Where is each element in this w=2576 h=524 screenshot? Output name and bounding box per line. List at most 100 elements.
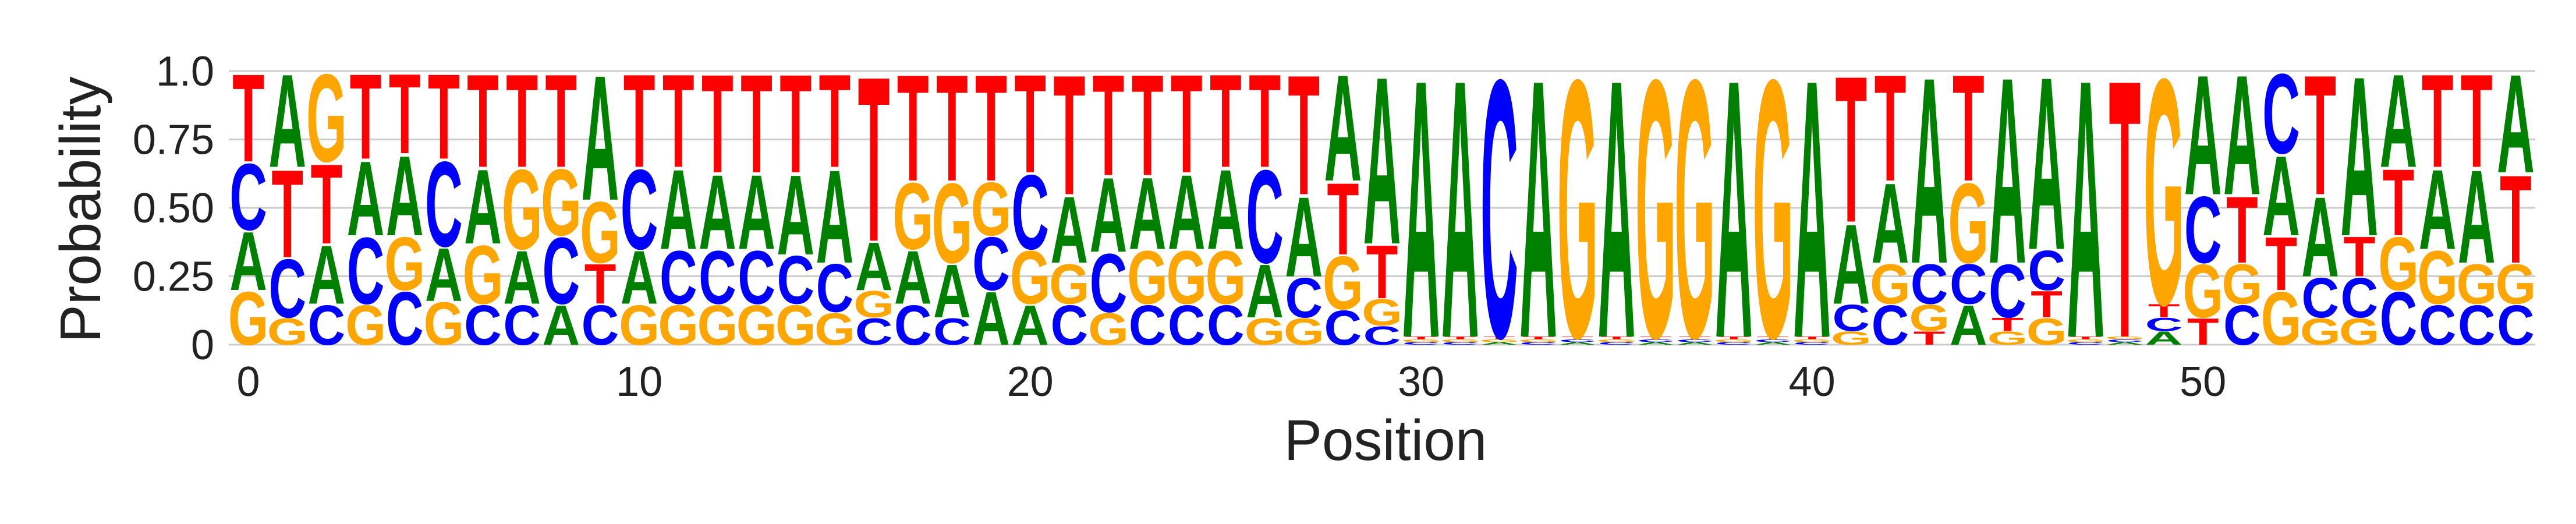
letter-t: T: [2187, 310, 2219, 353]
letter-t: T: [1835, 33, 1867, 267]
letter-t: T: [662, 47, 695, 195]
letter-a: A: [1207, 146, 1245, 274]
letter-g: G: [384, 221, 425, 306]
letter-g: G: [1557, 3, 1598, 415]
letter-g: G: [1753, 3, 1794, 415]
letter-g: G: [1401, 339, 1441, 343]
x-axis-title: Position: [1284, 408, 1487, 472]
letter-t: T: [1875, 44, 1907, 214]
letter-a: A: [2106, 341, 2144, 345]
letter-a: A: [699, 154, 736, 272]
x-tick-label: 0: [237, 359, 260, 405]
letter-t: T: [1444, 336, 1476, 340]
letter-t: T: [701, 45, 734, 203]
letter-g: G: [1518, 339, 1559, 343]
x-tick-label: 10: [616, 359, 662, 405]
letter-a: A: [1246, 249, 1284, 334]
letter-a: A: [660, 146, 697, 274]
letter-c: C: [386, 276, 424, 361]
letter-c: C: [1011, 154, 1049, 272]
letter-g: G: [1362, 291, 1402, 334]
letter-a: A: [1441, 3, 1479, 415]
letter-c: C: [2419, 293, 2457, 357]
x-tick-label: 30: [1398, 359, 1444, 405]
letter-t: T: [2304, 40, 2336, 231]
letter-c: C: [2380, 276, 2418, 361]
letter-c: C: [2497, 293, 2535, 357]
letter-t: T: [779, 45, 812, 203]
y-tick-label: 0.75: [133, 117, 214, 164]
letter-t: T: [1210, 47, 1242, 195]
letter-stacks: GACTGCTACATGGCATCGATGACTCGATCAGTACGTCTGA…: [228, 3, 2536, 415]
letter-t: T: [232, 48, 264, 188]
letter-a: A: [1168, 154, 1206, 272]
letter-c: C: [1246, 142, 1284, 291]
letter-g: G: [2261, 276, 2302, 361]
letter-c: C: [1441, 341, 1479, 345]
letter-g: G: [1909, 296, 1950, 339]
letter-c: C: [2458, 293, 2496, 357]
letter-c: C: [1519, 341, 1557, 345]
letter-g: G: [1440, 339, 1480, 343]
letter-c: C: [1480, 3, 1518, 415]
letter-g: G: [1948, 160, 1989, 288]
letter-a: A: [425, 232, 463, 317]
letter-t: T: [1014, 45, 1046, 203]
letter-g: G: [2417, 235, 2458, 320]
letter-c: C: [1168, 293, 1206, 357]
letter-g: G: [502, 146, 543, 274]
letter-g: G: [306, 48, 347, 188]
letter-t: T: [1327, 161, 1359, 277]
letter-g: G: [2222, 252, 2263, 316]
letter-a: A: [1950, 293, 1987, 357]
letter-a: A: [1285, 174, 1323, 301]
letter-t: T: [1522, 336, 1554, 340]
letter-g: G: [1831, 328, 1872, 349]
letter-c: C: [582, 293, 619, 357]
letter-g: G: [971, 167, 1012, 252]
letter-a: A: [1519, 3, 1557, 415]
letter-c: C: [2106, 339, 2144, 343]
letter-t: T: [1640, 336, 1672, 340]
letter-a: A: [2145, 328, 2183, 349]
letter-a: A: [1637, 341, 1675, 345]
letter-a: A: [1050, 176, 1088, 282]
letter-a: A: [2497, 45, 2535, 203]
letter-t: T: [2031, 283, 2063, 325]
letter-c: C: [2145, 314, 2183, 335]
letter-g: G: [1323, 240, 1363, 325]
letter-g: G: [2496, 252, 2536, 316]
letter-g: G: [2339, 310, 2380, 353]
letter-g: G: [345, 293, 386, 357]
letter-c: C: [1285, 265, 1323, 330]
letter-t: T: [1093, 44, 1125, 206]
letter-t: T: [623, 47, 655, 195]
letter-g: G: [463, 229, 504, 322]
letter-a: A: [1676, 341, 1714, 345]
letter-c: C: [933, 310, 971, 353]
letter-g: G: [2026, 310, 2067, 353]
y-tick-label: 1.0: [156, 48, 214, 95]
letter-c: C: [894, 293, 932, 357]
letter-t: T: [2109, 3, 2141, 415]
letter-a: A: [1754, 341, 1792, 345]
letter-t: T: [936, 44, 968, 214]
letter-c: C: [1558, 339, 1596, 343]
letter-a: A: [1833, 201, 1870, 328]
letter-t: T: [2265, 221, 2297, 306]
letter-g: G: [736, 293, 777, 357]
letter-a: A: [2184, 40, 2222, 231]
letter-c: C: [777, 242, 814, 319]
letter-t: T: [1483, 336, 1515, 340]
letter-c: C: [1715, 341, 1753, 345]
letter-t: T: [1914, 328, 1946, 349]
letter-a: A: [2340, 30, 2378, 284]
letter-c: C: [464, 293, 502, 357]
letter-g: G: [424, 290, 465, 358]
letter-t: T: [1132, 44, 1164, 206]
letter-t: T: [975, 44, 1007, 214]
letter-a: A: [894, 235, 932, 320]
letter-t: T: [819, 47, 851, 195]
letter-g: G: [1870, 252, 1911, 316]
